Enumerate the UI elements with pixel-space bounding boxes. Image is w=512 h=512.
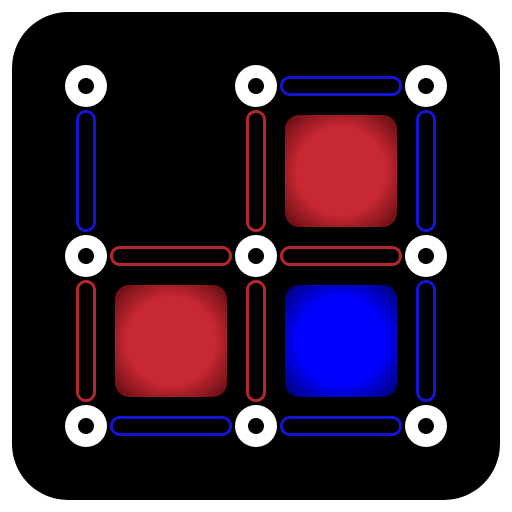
box-r1-c1-blue <box>285 285 397 397</box>
edge-v-r1-c2-blue <box>416 280 436 402</box>
edge-v-r1-c0-red <box>76 280 96 402</box>
dot-r1-c2 <box>405 235 447 277</box>
box-r0-c1-red <box>285 115 397 227</box>
box-r1-c0-red <box>115 285 227 397</box>
dot-r1-c1 <box>235 235 277 277</box>
dot-r2-c0 <box>65 405 107 447</box>
edge-h-r2-c0-blue <box>110 416 232 436</box>
dot-r2-c2 <box>405 405 447 447</box>
dot-r0-c1 <box>235 65 277 107</box>
edge-h-r0-c0-empty[interactable] <box>110 76 232 96</box>
edge-h-r1-c0-red <box>110 246 232 266</box>
edge-v-r0-c1-red <box>246 110 266 232</box>
dot-r0-c2 <box>405 65 447 107</box>
edge-v-r0-c2-blue <box>416 110 436 232</box>
edge-h-r0-c1-blue <box>280 76 402 96</box>
edge-h-r2-c1-blue <box>280 416 402 436</box>
game-board <box>12 12 500 500</box>
edge-v-r1-c1-red <box>246 280 266 402</box>
dot-r0-c0 <box>65 65 107 107</box>
edge-v-r0-c0-blue <box>76 110 96 232</box>
dot-r1-c0 <box>65 235 107 277</box>
dot-r2-c1 <box>235 405 277 447</box>
edge-h-r1-c1-red <box>280 246 402 266</box>
